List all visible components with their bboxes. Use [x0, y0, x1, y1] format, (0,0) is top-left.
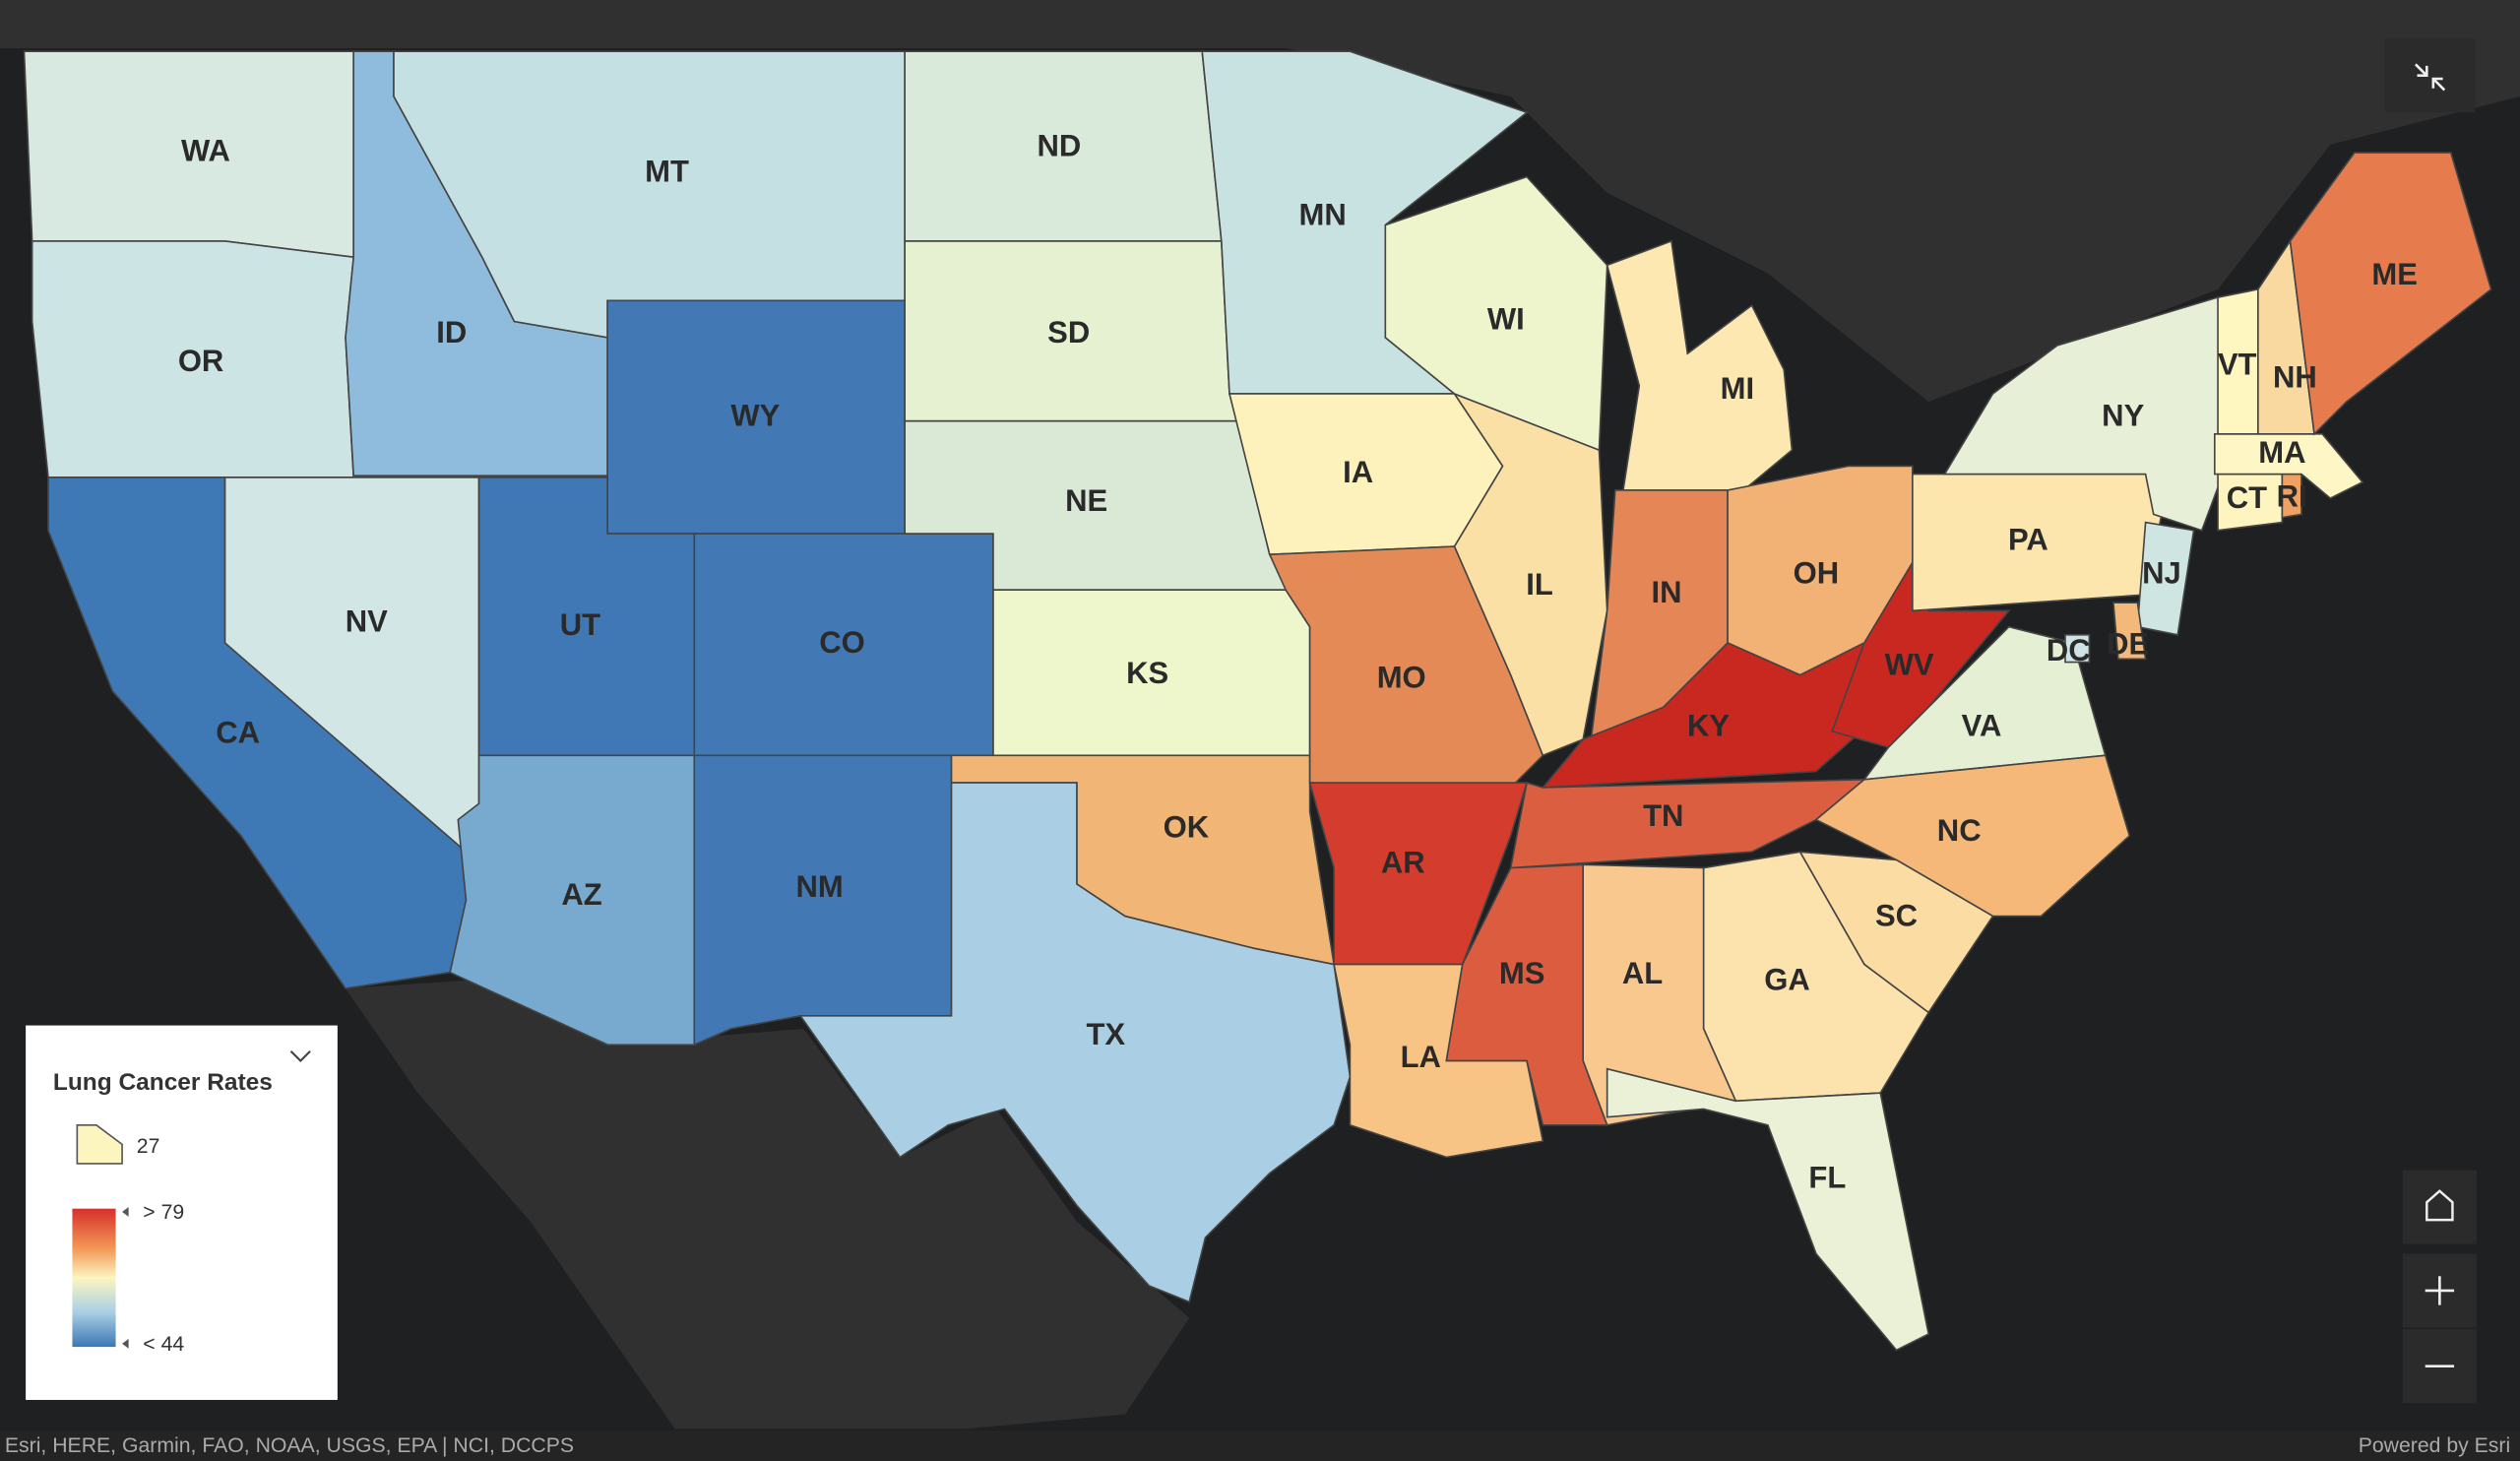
state-label: RI: [2277, 478, 2307, 513]
state[interactable]: [798, 782, 1352, 1303]
state[interactable]: [1445, 863, 1608, 1126]
state-label: NH: [2273, 359, 2317, 394]
state-label: AR: [1381, 846, 1425, 880]
state[interactable]: [2136, 521, 2195, 636]
state-label: TX: [1086, 1017, 1125, 1051]
state-labels: WA OR CA NV ID MT WY UT CO AZ NM ND SD NE KS OK TX MN IA MO…: [178, 128, 2418, 1194]
state-label: DE: [2107, 626, 2149, 661]
legend-title: Lung Cancer Rates: [53, 1069, 273, 1096]
state-label: FL: [1808, 1160, 1846, 1194]
attribution-bar: [0, 1429, 2520, 1461]
land-south: [346, 980, 1190, 1429]
legend-symbol: [76, 1123, 123, 1165]
state-label: OH: [1794, 556, 1840, 591]
state[interactable]: [1606, 239, 1794, 491]
state[interactable]: [2112, 602, 2147, 661]
state-label: WV: [1885, 648, 1934, 682]
attribution: Esri, HERE, Garmin, FAO, NOAA, USGS, EPA…: [5, 1434, 574, 1457]
state-label: MA: [2258, 435, 2305, 470]
state-label: MS: [1499, 956, 1545, 990]
home-button[interactable]: [2402, 1170, 2477, 1244]
state-label: KY: [1687, 709, 1730, 743]
legend-low: < 44: [143, 1333, 184, 1356]
state-label: MN: [1299, 198, 1347, 232]
state-label: UT: [560, 607, 600, 642]
collapse-button[interactable]: [2384, 38, 2476, 113]
state-label: AL: [1622, 956, 1663, 990]
state-label: NY: [2102, 399, 2144, 433]
state-label: NE: [1065, 483, 1107, 518]
state[interactable]: [1814, 754, 2131, 918]
state[interactable]: [2064, 634, 2091, 664]
state-label: WA: [181, 133, 230, 167]
state-label: ND: [1038, 128, 1082, 162]
state-label: VA: [1962, 709, 2002, 743]
state-label: SD: [1047, 315, 1090, 349]
state-label: VT: [2218, 347, 2257, 381]
state-label: DC: [2047, 633, 2091, 667]
state-label: CA: [216, 715, 260, 749]
state-label: GA: [1764, 963, 1810, 997]
state-label: MO: [1377, 661, 1426, 695]
legend-label: 27: [137, 1135, 160, 1158]
land-north: [0, 0, 2520, 403]
state-label: SC: [1875, 898, 1918, 932]
state-label: PA: [2008, 522, 2048, 556]
state-label: TN: [1643, 798, 1683, 833]
state-label: MT: [645, 155, 689, 189]
state-label: AZ: [561, 877, 601, 912]
legend: Lung Cancer Rates 27 > 79 < 44: [26, 1025, 338, 1400]
state-label: ME: [2371, 257, 2418, 291]
state[interactable]: [2289, 152, 2492, 436]
state-label: NC: [1937, 813, 1982, 848]
legend-toggle[interactable]: [289, 1049, 311, 1062]
state-label: NJ: [2142, 556, 2181, 591]
zoom-in-button[interactable]: [2402, 1253, 2477, 1328]
state[interactable]: [1384, 175, 1608, 452]
state-label: NV: [346, 604, 388, 639]
legend-ramp: [72, 1208, 116, 1348]
legend-high: > 79: [143, 1201, 184, 1224]
state-label: IA: [1343, 455, 1373, 489]
state[interactable]: [1452, 392, 1608, 757]
state[interactable]: [2213, 432, 2364, 500]
state-label: WY: [730, 399, 780, 433]
state-label: IN: [1652, 575, 1682, 609]
state-label: OK: [1164, 810, 1210, 845]
state-label: IL: [1526, 567, 1553, 602]
states: [23, 50, 2492, 1352]
state-label: CT: [2227, 480, 2267, 515]
state-label: ID: [436, 315, 467, 349]
state-label: MI: [1721, 371, 1754, 406]
state-label: OR: [178, 344, 224, 378]
state-label: LA: [1401, 1040, 1441, 1074]
state-label: KS: [1126, 656, 1168, 690]
state-label: WI: [1487, 302, 1525, 337]
state[interactable]: [1606, 1067, 1930, 1352]
state-label: CO: [819, 625, 865, 660]
state-label: NM: [796, 869, 844, 904]
zoom-out-button[interactable]: [2402, 1329, 2477, 1404]
powered-by[interactable]: Powered by Esri: [2359, 1434, 2511, 1457]
